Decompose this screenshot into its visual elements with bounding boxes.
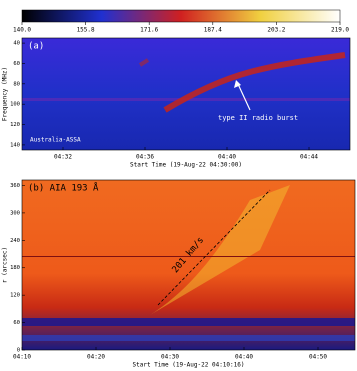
colorbar [21,9,341,23]
y-tick-label: 180 [10,265,20,271]
fit-line [157,189,271,306]
colorbar-tick-label: 219.0 [331,27,349,34]
burst-emission [163,52,346,113]
y-tick-label: 140 [10,142,20,148]
station-label: Australia-ASSA [30,137,81,144]
x-tick-label: 04:40 [218,154,236,161]
annotation: type II radio burst [218,114,298,122]
y-tick-label: 360 [10,183,20,189]
colorbar-tick-label: 171.6 [140,27,158,34]
x-tick-label: 04:32 [54,154,72,161]
x-tick-label: 04:36 [136,154,154,161]
y-axis-label: r (arcsec) [2,247,9,283]
band [22,335,355,341]
y-tick-label: 40 [13,41,20,47]
x-tick-label: 04:30 [161,354,179,361]
colorbar-tick-label: 187.4 [204,27,222,34]
x-tick-label: 04:40 [235,354,253,361]
x-tick-label: 04:20 [87,354,105,361]
front-brightening [150,185,290,315]
x-axis-label: Start Time (19-Aug-22 04:30:00) [130,162,242,169]
y-tick-label: 60 [13,320,20,326]
colorbar-tick-label: 155.8 [77,27,95,34]
plot-frame [21,37,351,151]
colorbar-tick-label: 203.2 [267,27,285,34]
panel-label: (a) [28,42,44,52]
y-axis-label: Frequency (MHz) [2,67,9,121]
x-axis-label: Start Time (19-Aug-22 04:10:16) [133,362,245,369]
panel-label: (b) AIA 193 Å [28,182,99,194]
arrow-head [234,80,241,88]
y-tick-label: 0 [17,348,20,354]
x-tick-label: 04:50 [309,354,327,361]
colorbar-tick-label: 140.0 [13,27,31,34]
burst-emission [138,58,150,67]
spectrogram [22,38,350,150]
x-tick-label: 04:44 [300,154,318,161]
arrow [237,83,251,111]
y-tick-label: 120 [10,122,20,128]
y-tick-label: 120 [10,293,20,299]
plot-frame [21,179,356,351]
band [22,318,355,326]
y-tick-label: 300 [10,210,20,216]
y-tick-label: 100 [10,102,20,108]
x-tick-label: 04:10 [13,354,31,361]
y-tick-label: 240 [10,238,20,244]
y-tick-label: 80 [13,81,20,87]
band [22,256,355,257]
y-tick-label: 60 [13,61,20,67]
